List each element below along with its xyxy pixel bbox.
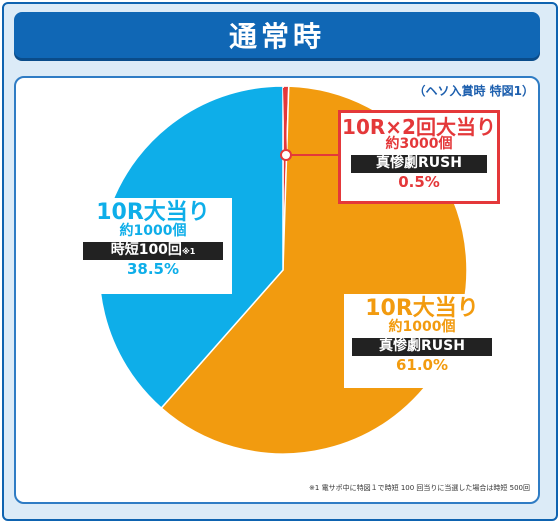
slice-label-mode-tag: 時短100回※1 <box>83 242 223 260</box>
slice-label-title: 10R×2回大当り <box>342 115 496 139</box>
footnote: ※1 電サポ中に特図１で時短 100 回当りに当選した場合は時短 500回 <box>309 484 530 492</box>
chart-subtitle: （ヘソ入賞時 特図1） <box>413 84 534 98</box>
slice-label-detail: 約3000個 <box>385 136 453 152</box>
slice-label-jitan: 10R大当り 約1000個 時短100回※1 38.5% <box>74 198 232 294</box>
leader-dot <box>280 149 292 161</box>
slice-label-title: 10R大当り <box>96 200 210 225</box>
slice-value-label: 38.5% <box>126 259 180 278</box>
slice-label-rush: 10R大当り 約1000個 真惨劇RUSH 61.0% <box>344 294 500 388</box>
slice-label-rush-2x: 10R×2回大当り 約3000個 真惨劇RUSH 0.5% <box>338 110 500 204</box>
slice-label-mode: 真惨劇RUSH <box>352 338 492 356</box>
slice-label-title: 10R大当り <box>365 296 479 321</box>
slice-label-mode: 時短100回 <box>110 242 182 259</box>
slice-value-label: 0.5% <box>398 172 440 191</box>
slice-label-detail: 約1000個 <box>119 223 187 239</box>
slice-label-mode-note: ※1 <box>181 247 196 257</box>
leader-line <box>283 87 287 156</box>
slice-value-label: 61.0% <box>395 355 449 374</box>
slice-label-detail: 約1000個 <box>388 319 456 335</box>
title-bar: 通常時 <box>14 12 540 58</box>
slice-label-mode: 真惨劇RUSH <box>351 155 487 173</box>
chart-title: 通常時 <box>228 20 325 53</box>
